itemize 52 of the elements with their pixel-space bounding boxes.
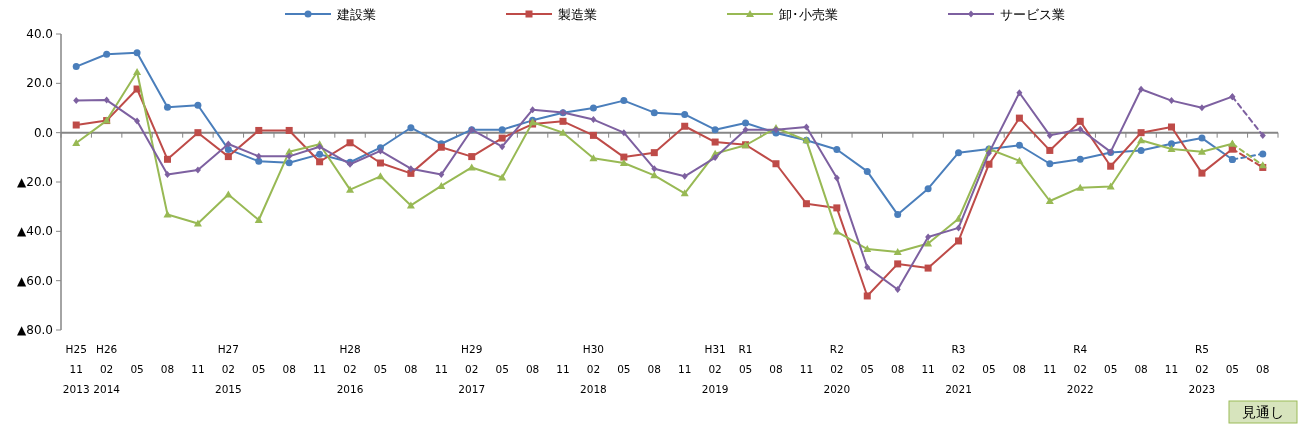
- x-tick-label: H28 02 2016: [336, 343, 364, 395]
- x-tick-label: 08: [891, 363, 905, 375]
- x-tick-label: 11: [434, 363, 448, 375]
- legend-label: 建設業: [336, 7, 376, 22]
- x-tick-label: 08: [1256, 363, 1270, 375]
- x-tick-label: 05: [252, 363, 266, 375]
- legend-label: 卸･小売業: [779, 7, 838, 22]
- x-tick-label: 11: [312, 363, 327, 375]
- x-tick-label: H26 02 2014: [93, 343, 121, 395]
- x-tick-label: 05: [130, 363, 144, 375]
- x-tick-label: 08: [769, 363, 783, 375]
- x-tick-label: 05: [373, 363, 388, 375]
- y-tick-label: ▲60.0: [17, 273, 53, 288]
- x-tick-label: 05: [860, 363, 874, 375]
- y-tick-label: 40.0: [26, 27, 53, 41]
- x-tick-label: R4 02 2022: [1066, 343, 1094, 395]
- x-tick-label: 11: [556, 363, 570, 375]
- x-tick-label: 05: [982, 363, 996, 375]
- x-tick-label: H30 02 2018: [580, 343, 607, 395]
- legend-label: サービス業: [1000, 7, 1065, 22]
- x-tick-label: H29 02 2017: [458, 343, 486, 395]
- y-tick-label: 0.0: [33, 125, 53, 140]
- annotation: 見通し: [1228, 400, 1298, 424]
- x-tick-label: R3 02 2021: [945, 343, 972, 395]
- y-tick-label: ▲80.0: [17, 323, 53, 337]
- x-tick-label: R2 02 2020: [823, 343, 851, 395]
- x-tick-label: H27 02 2015: [214, 343, 242, 395]
- legend-label: 製造業: [558, 7, 597, 22]
- x-tick-label: 11: [1043, 363, 1057, 375]
- x-tick-label: 05: [495, 363, 509, 375]
- x-tick-label: 05: [1225, 363, 1240, 375]
- y-tick-label: 20.0: [26, 76, 53, 91]
- x-tick-label: 08: [160, 363, 175, 375]
- x-tick-label: R1 05: [738, 343, 753, 375]
- y-tick-label: ▲40.0: [17, 224, 53, 239]
- x-tick-label: 08: [1012, 363, 1027, 375]
- x-tick-label: 11: [799, 363, 814, 375]
- x-tick-label: H31 02 2019: [701, 343, 729, 395]
- x-tick-label: 05: [617, 363, 631, 375]
- x-tick-label: 11: [1164, 363, 1179, 375]
- x-tick-label: 08: [525, 363, 540, 375]
- x-tick-label: 11: [678, 363, 692, 375]
- x-tick-label: 11: [191, 363, 205, 375]
- x-tick-label: 08: [404, 363, 418, 375]
- x-tick-label: 05: [1103, 363, 1118, 375]
- x-tick-label: 08: [282, 363, 296, 375]
- x-tick-label: H25 11 2013: [62, 343, 90, 395]
- x-tick-label: R5 02 2023: [1188, 343, 1216, 395]
- y-tick-label: ▲20.0: [17, 175, 53, 189]
- x-tick-label: 08: [647, 363, 661, 375]
- x-tick-label: 11: [921, 363, 935, 375]
- x-tick-label: 08: [1134, 363, 1148, 375]
